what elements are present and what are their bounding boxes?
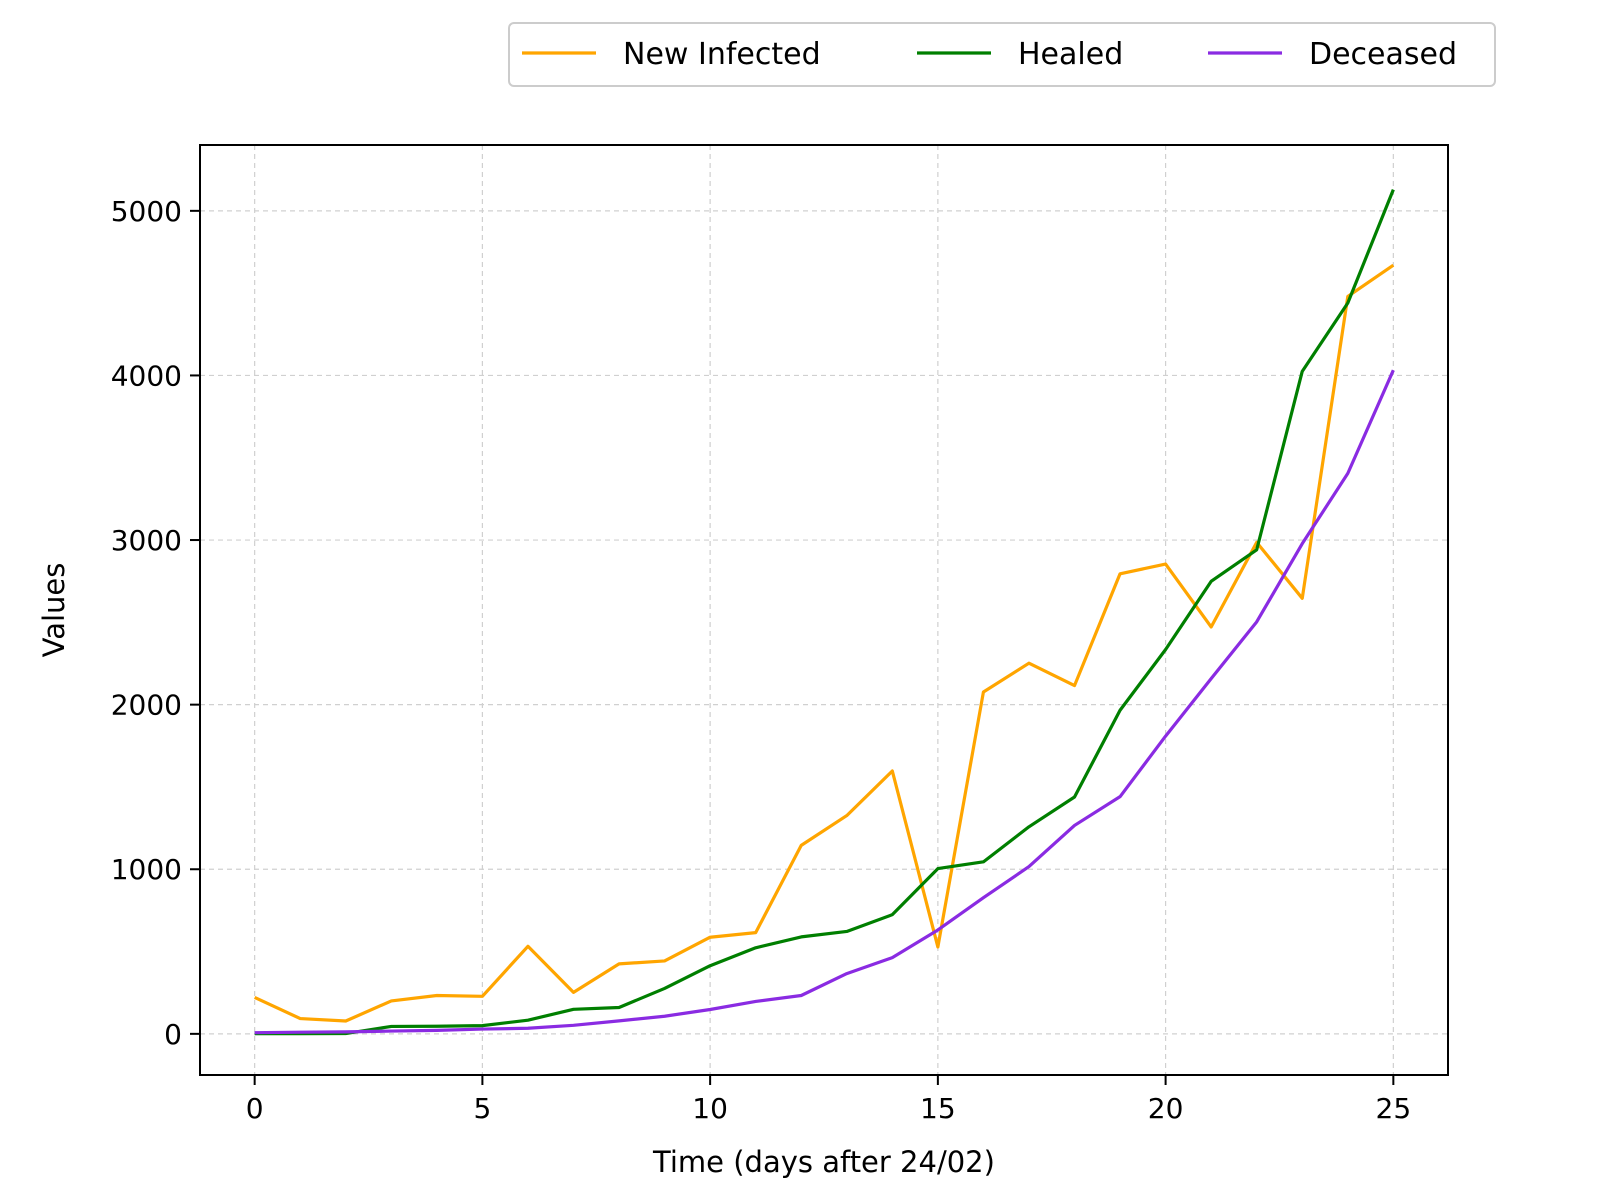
y-axis-title: Values bbox=[37, 563, 71, 658]
x-tick-label: 15 bbox=[920, 1092, 956, 1125]
x-tick-label: 25 bbox=[1376, 1092, 1412, 1125]
x-tick-label: 5 bbox=[473, 1092, 491, 1125]
x-axis-title: Time (days after 24/02) bbox=[652, 1145, 995, 1179]
y-tick-label: 3000 bbox=[111, 524, 182, 557]
legend-entry-deceased: Deceased bbox=[1208, 37, 1457, 72]
axis-ticks: 0 5 10 15 20 25 0 1000 2000 3000 4000 5000 bbox=[111, 195, 1411, 1125]
x-tick-label: 0 bbox=[246, 1092, 264, 1125]
y-tick-label: 5000 bbox=[111, 195, 182, 228]
legend-entry-new-infected: New Infected bbox=[522, 37, 821, 72]
legend: New Infected Healed Deceased bbox=[508, 22, 1496, 87]
legend-entry-healed: Healed bbox=[917, 37, 1123, 72]
grid bbox=[200, 145, 1448, 1075]
series-line-healed bbox=[254, 189, 1395, 1036]
plot-frame bbox=[199, 144, 1449, 1076]
legend-label: New Infected bbox=[623, 37, 821, 72]
y-tick-label: 2000 bbox=[111, 689, 182, 722]
y-tick-label: 1000 bbox=[111, 853, 182, 886]
series-line-new-infected bbox=[253, 263, 1395, 1023]
legend-label: Deceased bbox=[1309, 37, 1457, 72]
legend-label: Healed bbox=[1018, 37, 1123, 72]
series-line-deceased bbox=[254, 369, 1395, 1035]
x-tick-label: 10 bbox=[692, 1092, 728, 1125]
plot-series bbox=[253, 189, 1395, 1036]
y-tick-label: 0 bbox=[164, 1018, 182, 1051]
x-tick-label: 20 bbox=[1148, 1092, 1184, 1125]
legend-box bbox=[508, 22, 1496, 87]
y-tick-label: 4000 bbox=[111, 359, 182, 392]
